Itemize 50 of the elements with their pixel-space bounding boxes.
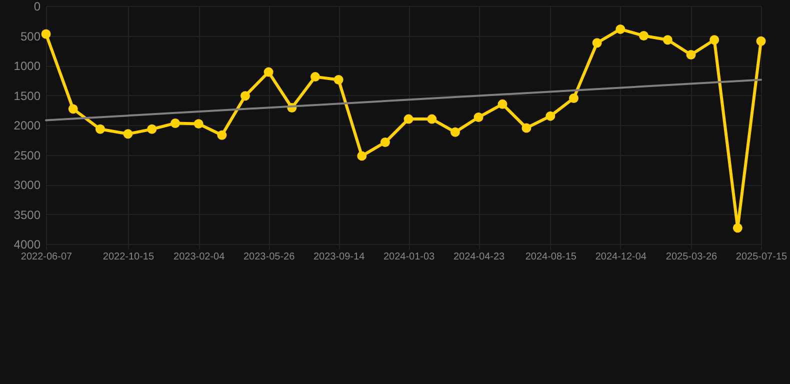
y-tick-label: 2500 bbox=[14, 148, 41, 162]
y-tick-label: 0 bbox=[34, 0, 41, 14]
point bbox=[95, 124, 105, 134]
y-tick-label: 3500 bbox=[14, 208, 41, 222]
x-tick-label: 2024-12-04 bbox=[595, 252, 647, 262]
point bbox=[427, 114, 437, 124]
point bbox=[498, 99, 508, 109]
point bbox=[334, 75, 344, 85]
point bbox=[616, 24, 626, 34]
y-tick-label: 4000 bbox=[14, 238, 41, 252]
point bbox=[310, 72, 320, 82]
point bbox=[710, 35, 720, 45]
y-tick-label: 1000 bbox=[14, 59, 41, 73]
point bbox=[264, 67, 274, 77]
point bbox=[217, 130, 227, 140]
point bbox=[68, 104, 78, 114]
point bbox=[41, 29, 51, 39]
point bbox=[592, 38, 602, 48]
point bbox=[240, 91, 250, 101]
point bbox=[662, 35, 672, 45]
x-tick-label: 2024-08-15 bbox=[525, 252, 577, 262]
x-tick-label: 2023-02-04 bbox=[174, 252, 226, 262]
x-tick-label: 2025-07-15 bbox=[736, 252, 788, 262]
x-tick-label: 2022-10-15 bbox=[102, 252, 154, 262]
point bbox=[450, 127, 460, 137]
point bbox=[546, 111, 556, 121]
point bbox=[404, 114, 414, 124]
y-tick-label: 1500 bbox=[14, 88, 41, 103]
point bbox=[686, 50, 696, 60]
point bbox=[194, 119, 204, 129]
point bbox=[568, 93, 578, 103]
y-tick-label: 2000 bbox=[14, 118, 41, 132]
x-tick-label: 2022-06-07 bbox=[20, 252, 73, 262]
point bbox=[638, 31, 648, 40]
point bbox=[357, 151, 367, 161]
y-tick-label: 500 bbox=[20, 29, 41, 44]
point bbox=[522, 123, 532, 133]
point bbox=[756, 36, 766, 46]
point bbox=[474, 112, 484, 122]
point bbox=[732, 223, 742, 233]
x-tick-label: 2024-04-23 bbox=[453, 252, 506, 262]
x-tick-label: 2023-05-26 bbox=[243, 252, 296, 262]
y-tick-label: 3000 bbox=[14, 178, 41, 192]
x-tick-label: 2025-03-26 bbox=[666, 252, 718, 262]
x-tick-label: 2023-09-14 bbox=[313, 252, 366, 262]
x-tick-label: 2024-01-03 bbox=[383, 252, 436, 262]
point bbox=[380, 138, 390, 147]
point bbox=[147, 124, 157, 134]
point bbox=[170, 118, 180, 128]
point bbox=[123, 129, 133, 139]
